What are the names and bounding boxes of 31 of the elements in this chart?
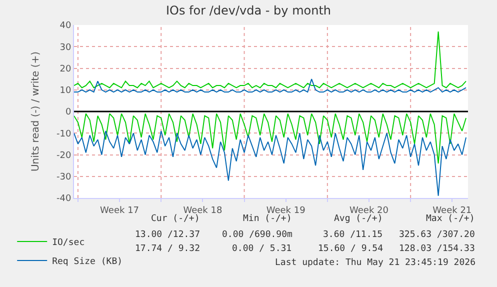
y-tick-label: -10 (56, 129, 72, 140)
text: Cur (-/+) (151, 214, 200, 224)
y-tick-label: 20 (60, 64, 72, 74)
text: 17.74 / 9.32 (135, 244, 200, 254)
y-tick-label: 40 (60, 21, 72, 32)
y-tick-label: 30 (60, 42, 72, 53)
line-series (74, 113, 467, 164)
line-series (74, 78, 467, 93)
line-series (74, 130, 467, 196)
y-tick-label: -30 (56, 172, 72, 183)
legend-label: Req Size (KB) (52, 257, 123, 268)
legend-label: IO/sec (52, 238, 85, 248)
y-axis-title: Units read (-) / write (+) (30, 51, 42, 172)
text: 0.00 /690.90m (222, 230, 292, 240)
line-series (74, 30, 467, 88)
x-tick-label: Week 17 (100, 206, 140, 216)
text: 3.60 /11.15 (323, 230, 383, 240)
text: Last update: Thu May 21 23:45:19 2026 (275, 258, 476, 268)
text: 0.00 / 5.31 (232, 244, 292, 254)
y-tick-label: -40 (56, 194, 72, 204)
text: Avg (-/+) (334, 214, 383, 224)
text: Min (-/+) (243, 214, 292, 224)
text: 15.60 / 9.54 (318, 244, 384, 254)
text: Max (-/+) (426, 214, 475, 224)
text: 13.00 /12.37 (135, 230, 200, 240)
y-tick-label: 10 (60, 86, 72, 96)
chart-title: IOs for /dev/vda - by month (166, 3, 332, 18)
text: 325.63 /307.20 (399, 230, 475, 240)
text: 128.03 /154.33 (399, 244, 475, 254)
y-tick-label: 0 (65, 108, 72, 118)
y-tick-label: -20 (56, 150, 72, 161)
